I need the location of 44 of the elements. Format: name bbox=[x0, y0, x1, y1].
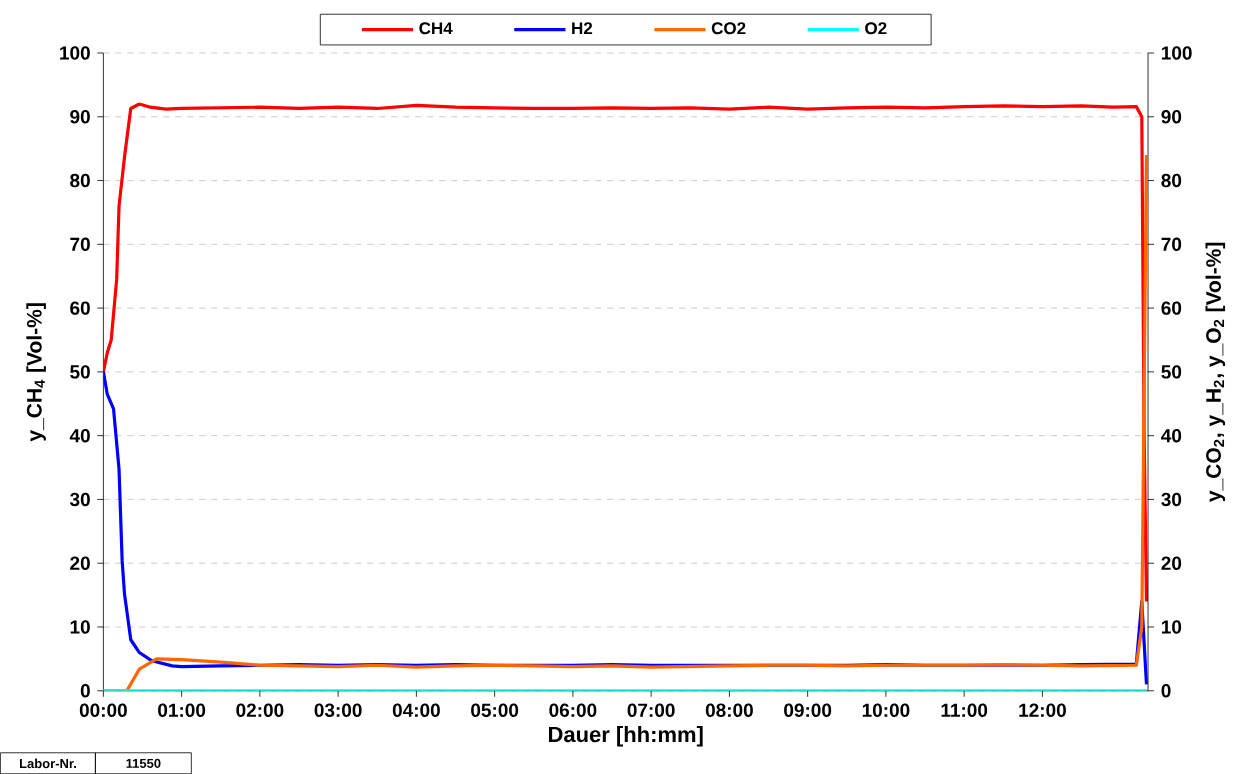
y2-tick-label: 70 bbox=[1161, 237, 1182, 251]
x-tick-label: 01:00 bbox=[158, 703, 206, 717]
y-tick-label: 30 bbox=[69, 492, 90, 506]
y2-tick-label: 0 bbox=[1161, 683, 1171, 698]
y-tick-label: 20 bbox=[70, 556, 90, 570]
y-tick-label: 70 bbox=[70, 237, 90, 251]
x-tick-label: 04:00 bbox=[392, 703, 440, 717]
y-tick-label: 0 bbox=[80, 683, 90, 698]
x-tick-label: 12:00 bbox=[1019, 703, 1066, 717]
x-tick-label: 11:00 bbox=[941, 703, 988, 717]
text: 11550 bbox=[126, 758, 161, 768]
x-tick-label: 00:00 bbox=[79, 703, 127, 717]
y2-tick-label: 90 bbox=[1161, 109, 1182, 124]
x-tick-label: 02:00 bbox=[236, 703, 284, 717]
y-tick-label: 90 bbox=[70, 109, 90, 124]
y-axis-title: y_CH$_{4}$ [Vol-%] bbox=[26, 303, 46, 442]
text: Labor-Nr. bbox=[19, 758, 76, 768]
legend-label: O2 bbox=[865, 22, 887, 35]
y-tick-label: 60 bbox=[70, 301, 90, 315]
y2-tick-label: 50 bbox=[1161, 364, 1182, 379]
x-tick-label: 10:00 bbox=[862, 703, 910, 717]
x-tick-label: 09:00 bbox=[784, 703, 832, 717]
y-tick-label: 50 bbox=[70, 364, 90, 379]
legend-label: CO2 bbox=[711, 22, 746, 35]
y2-axis-title: y_CO$_{2}$, y_H$_{2}$, y_O$_{2}$ [Vol-%] bbox=[1205, 242, 1226, 502]
y2-tick-label: 60 bbox=[1161, 301, 1182, 315]
y-tick-label: 10 bbox=[70, 620, 90, 634]
y2-tick-label: 10 bbox=[1161, 620, 1182, 634]
y2-tick-label: 40 bbox=[1161, 428, 1182, 443]
x-tick-label: 07:00 bbox=[627, 703, 675, 717]
x-axis-title: Dauer [hh:mm] bbox=[548, 725, 703, 747]
y-tick-label: 40 bbox=[69, 428, 90, 443]
legend-label: H2 bbox=[572, 22, 593, 34]
y-tick-label: 100 bbox=[60, 46, 90, 60]
x-tick-label: 08:00 bbox=[705, 703, 753, 717]
y2-tick-label: 20 bbox=[1161, 556, 1182, 570]
x-tick-label: 05:00 bbox=[471, 703, 519, 717]
y-tick-label: 80 bbox=[70, 173, 90, 188]
legend-label: CH4 bbox=[419, 22, 453, 35]
x-tick-label: 03:00 bbox=[314, 703, 362, 717]
y2-tick-label: 30 bbox=[1161, 492, 1182, 506]
y2-tick-label: 80 bbox=[1161, 173, 1182, 188]
x-tick-label: 06:00 bbox=[549, 703, 597, 717]
y2-tick-label: 100 bbox=[1161, 46, 1192, 60]
